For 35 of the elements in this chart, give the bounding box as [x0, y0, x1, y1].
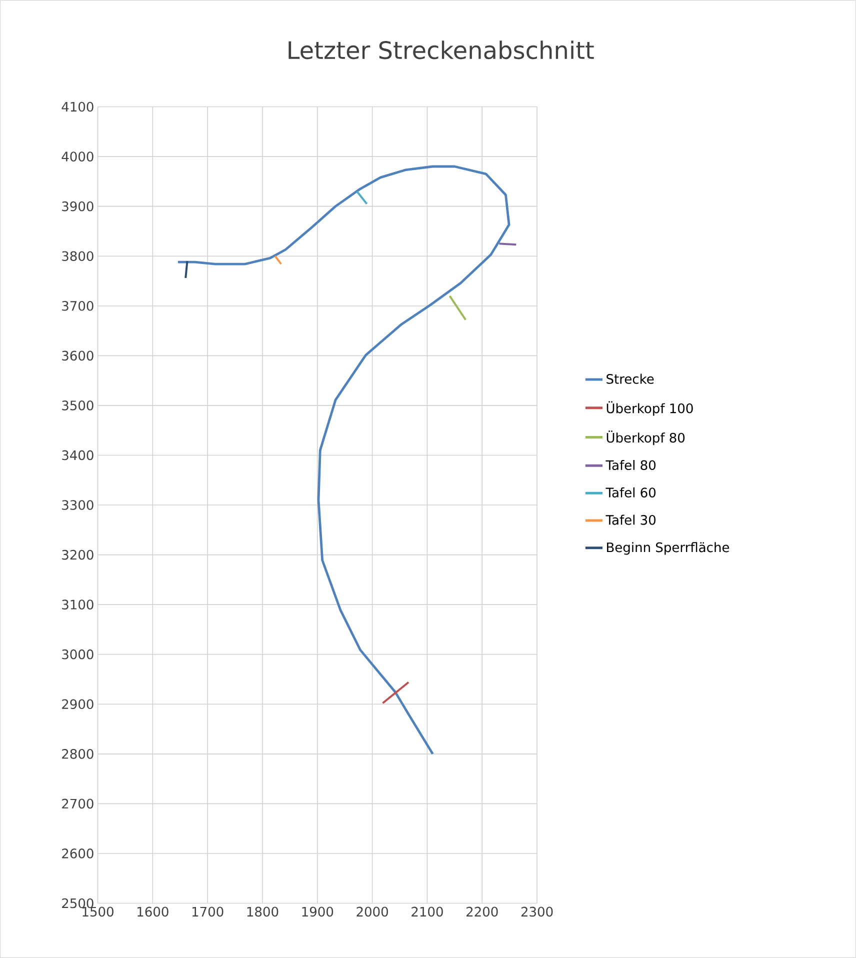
- y-tick-label: 3700: [62, 300, 94, 311]
- y-tick-label: 3300: [62, 500, 94, 510]
- y-tick-label: 3400: [62, 450, 94, 460]
- y-tick-label: 2500: [62, 898, 94, 908]
- y-tick-label: 3500: [62, 400, 94, 410]
- y-tick-label: 4100: [62, 102, 94, 112]
- x-tick-label: 2100: [412, 906, 443, 917]
- legend-label: Beginn Sperrfläche: [607, 542, 730, 555]
- y-tick-label: 3600: [62, 350, 94, 361]
- y-tick-label: 2700: [62, 798, 94, 809]
- legend-label: Strecke: [606, 374, 654, 384]
- line-series: [176, 165, 510, 756]
- y-tick-label: 3100: [62, 600, 94, 610]
- legend-label: Tafel 60: [606, 487, 656, 498]
- legend-label: Tafel 80: [606, 460, 656, 470]
- y-tick-label: 3200: [62, 550, 94, 560]
- y-tick-label: 3900: [62, 201, 94, 212]
- y-tick-label: 4000: [62, 152, 94, 162]
- x-tick-label: 2000: [356, 906, 388, 917]
- x-tick-label: 1700: [192, 906, 224, 917]
- legend-label: Tafel 30: [606, 514, 656, 525]
- y-tick-label: 3800: [62, 251, 94, 262]
- chart-title: Letzter Streckenabschnitt: [288, 40, 594, 60]
- y-tick-label: 2600: [62, 848, 94, 858]
- y-tick-label: 3000: [62, 649, 94, 660]
- x-tick-label: 1900: [302, 906, 334, 917]
- x-tick-label: 1800: [247, 906, 278, 917]
- y-tick-label: 2900: [62, 699, 94, 710]
- legend-label: Überkopf 100: [606, 401, 693, 416]
- x-tick-label: 1600: [138, 906, 168, 917]
- x-tick-label: 1500: [82, 906, 114, 917]
- y-tick-label: 2800: [62, 749, 94, 759]
- x-tick-label: 2200: [466, 906, 498, 917]
- legend-label: Überkopf 80: [606, 430, 685, 446]
- x-tick-label: 2300: [521, 906, 553, 917]
